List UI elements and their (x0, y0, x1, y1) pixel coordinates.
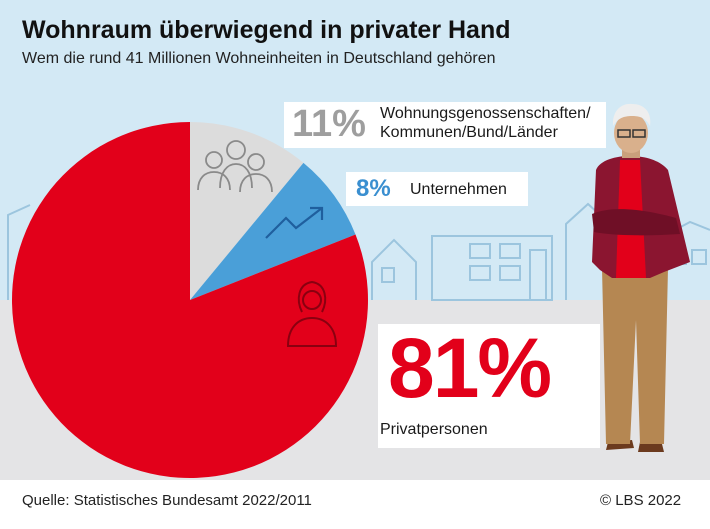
label-box-private (378, 324, 600, 448)
label-box-cooperatives (284, 102, 606, 148)
pct-label-companies: 8% (356, 175, 391, 202)
slice-label-private: Privatpersonen (380, 421, 488, 438)
chart-subtitle: Wem die rund 41 Millionen Wohneinheiten … (22, 50, 496, 67)
chart-scene (7, 103, 710, 479)
pie-chart (12, 122, 369, 479)
woman-icon (286, 280, 338, 347)
pct-label-cooperatives: 11% (292, 103, 366, 145)
footer-background (0, 480, 710, 529)
slice-label-cooperatives-line-1: Wohnungsgenossenschaften/ (380, 105, 591, 122)
pie-slice-private (12, 122, 369, 479)
trend-arrow-icon (265, 206, 324, 239)
label-box-companies (346, 172, 528, 206)
chart-title: Wohnraum überwiegend in privater Hand (22, 16, 511, 44)
slice-label-companies: Unternehmen (410, 181, 507, 198)
source-note: Quelle: Statistisches Bundesamt 2022/201… (22, 492, 312, 509)
copyright-note: © LBS 2022 (600, 492, 682, 509)
group-of-people-icon (197, 140, 273, 193)
slice-label-cooperatives-line-2: Kommunen/Bund/Länder (380, 124, 558, 141)
man-illustration (592, 103, 690, 452)
pct-label-private: 81% (388, 321, 552, 415)
